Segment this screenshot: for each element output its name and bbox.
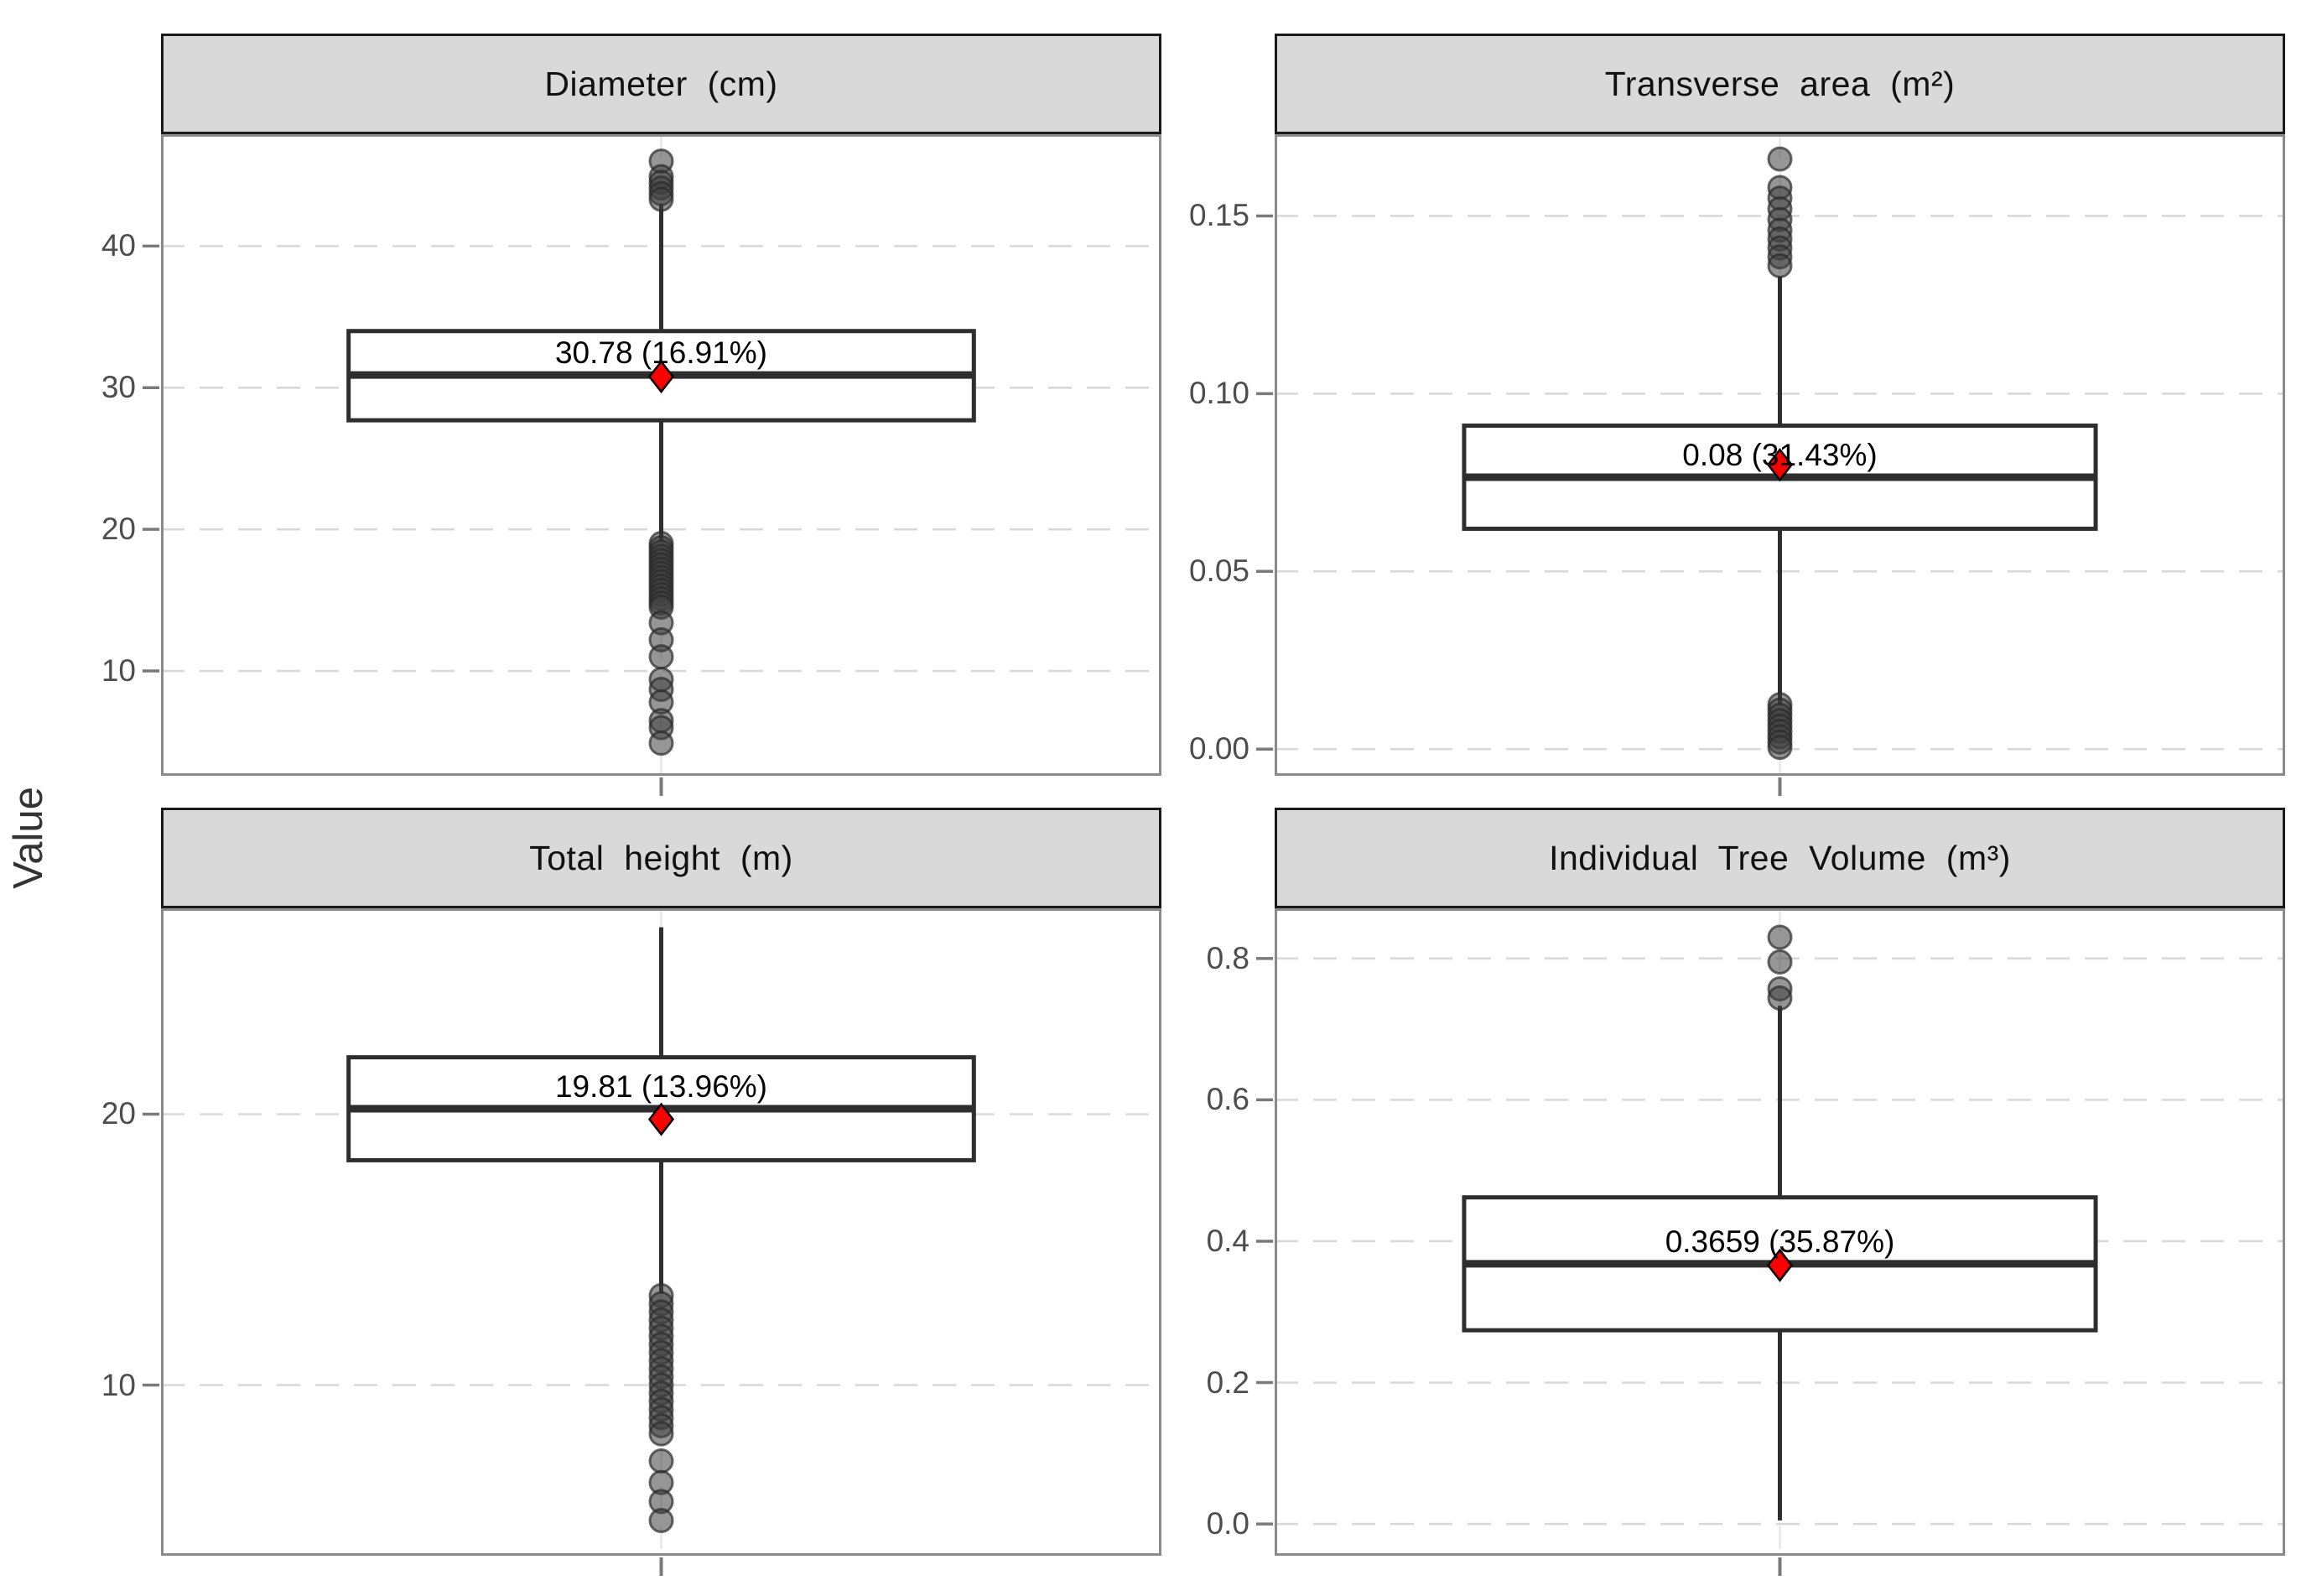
facet-panel-transverse-area: 0.08 (31.43%) (1256, 134, 2285, 796)
boxplot-svg-transverse-area: 0.08 (31.43%) (1256, 134, 2285, 796)
facet-panel-diameter: 30.78 (16.91%) (143, 134, 1161, 796)
y-tick-label: 0.00 (1188, 731, 1249, 767)
outlier-point (1767, 985, 1793, 1011)
facet-strip-total-height: Total height (m) (161, 808, 1161, 908)
y-tick-label: 20 (101, 512, 136, 547)
facet-panel-tree-volume: 0.3659 (35.87%) (1256, 908, 2285, 1576)
mean-diamond-marker (1766, 448, 1794, 482)
y-tick-label: 40 (101, 228, 136, 263)
outlier-point (648, 186, 674, 212)
outlier-point (648, 644, 674, 670)
outlier-point (1767, 949, 1793, 975)
facet-strip-diameter: Diameter (cm) (161, 34, 1161, 134)
mean-diamond-marker (647, 360, 675, 394)
y-tick-label: 0.0 (1206, 1506, 1249, 1541)
mean-cv-label: 19.81 (13.96%) (555, 1069, 767, 1104)
facet-panel-total-height: 19.81 (13.96%) (143, 908, 1161, 1576)
facet-title-diameter: Diameter (cm) (544, 64, 778, 103)
mean-cv-label: 0.3659 (35.87%) (1665, 1224, 1895, 1259)
outlier-point (1767, 146, 1793, 172)
boxplot-svg-tree-volume: 0.3659 (35.87%) (1256, 908, 2285, 1576)
y-tick-label: 0.05 (1188, 554, 1249, 589)
outlier-point (1767, 924, 1793, 950)
outlier-point (1767, 735, 1793, 761)
y-tick-label: 0.15 (1188, 198, 1249, 233)
y-tick-label: 10 (101, 1367, 136, 1402)
y-tick-label: 20 (101, 1096, 136, 1131)
facet-title-tree-volume: Individual Tree Volume (m³) (1549, 838, 2011, 877)
y-tick-label: 30 (101, 370, 136, 405)
facet-title-transverse-area: Transverse area (m²) (1604, 64, 1956, 103)
y-tick-label: 0.10 (1188, 376, 1249, 411)
mean-diamond-marker (647, 1102, 675, 1136)
outlier-point (648, 730, 674, 756)
y-tick-label: 0.4 (1206, 1223, 1249, 1258)
outlier-point (648, 1448, 674, 1474)
y-tick-label: 0.2 (1206, 1365, 1249, 1400)
y-tick-label: 0.8 (1206, 940, 1249, 975)
facet-title-total-height: Total height (m) (529, 838, 793, 877)
y-axis-title: Value (6, 787, 51, 889)
outlier-point (648, 1508, 674, 1534)
facet-strip-tree-volume: Individual Tree Volume (m³) (1275, 808, 2285, 908)
mean-cv-label: 0.08 (31.43%) (1682, 438, 1877, 472)
y-tick-label: 0.6 (1206, 1082, 1249, 1117)
outlier-point (648, 1421, 674, 1447)
facet-strip-transverse-area: Transverse area (m²) (1275, 34, 2285, 134)
mean-cv-label: 30.78 (16.91%) (555, 335, 767, 370)
boxplot-svg-diameter: 30.78 (16.91%) (143, 134, 1161, 796)
y-tick-label: 10 (101, 653, 136, 689)
boxplot-svg-total-height: 19.81 (13.96%) (143, 908, 1161, 1576)
mean-diamond-marker (1766, 1248, 1794, 1282)
outlier-point (1767, 252, 1793, 278)
